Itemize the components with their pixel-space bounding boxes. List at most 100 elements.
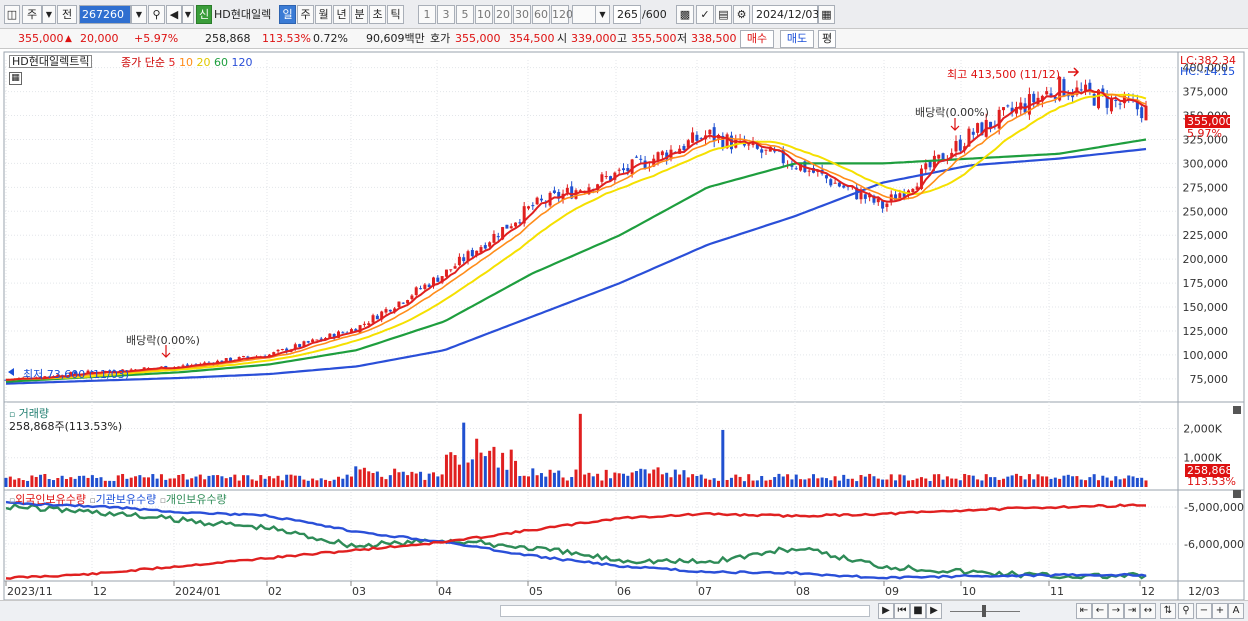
stock-code-input[interactable]: 267260 xyxy=(79,5,131,24)
back-icon[interactable]: ← xyxy=(1092,603,1108,619)
volume-bar xyxy=(52,480,55,487)
volume-bar xyxy=(108,480,112,487)
fit-icon[interactable]: ↔ xyxy=(1140,603,1156,619)
volume-bar xyxy=(237,480,241,487)
candle-body xyxy=(1049,93,1053,96)
speaker-icon[interactable]: ◀ xyxy=(166,5,182,24)
period-tab-6[interactable]: 틱 xyxy=(387,5,404,24)
stop-icon[interactable]: ■ xyxy=(910,603,926,619)
zoom-icon[interactable]: ⚲ xyxy=(1178,603,1194,619)
code-dropdown-icon[interactable]: ▼ xyxy=(131,5,147,24)
period-tab-1[interactable]: 주 xyxy=(297,5,314,24)
volume-bar xyxy=(164,479,168,487)
ma-legend: 종가 단순 5 10 20 60 120 xyxy=(121,54,252,70)
individual-legend: ▫개인보유수량 xyxy=(159,493,227,506)
chart-type-icon[interactable]: ▩ xyxy=(676,5,694,24)
reset-icon[interactable]: ⇅ xyxy=(1160,603,1176,619)
next-icon[interactable]: ⇥ xyxy=(1124,603,1140,619)
volume-bar xyxy=(1079,479,1083,487)
candle-body xyxy=(90,371,94,373)
candle-body xyxy=(950,152,954,158)
plus-icon[interactable]: + xyxy=(1212,603,1228,619)
table-icon[interactable]: ▦ xyxy=(9,72,22,85)
save-icon[interactable]: ▤ xyxy=(715,5,732,24)
prev-icon[interactable]: ⇤ xyxy=(1076,603,1092,619)
volume-bar xyxy=(60,475,64,487)
search-icon[interactable]: ⚲ xyxy=(148,5,165,24)
market-select[interactable]: 주 xyxy=(22,5,42,24)
draw-tool-icon[interactable]: ✓ xyxy=(696,5,714,24)
interval-tab-5[interactable]: 5 xyxy=(456,5,474,24)
sell-button[interactable]: 매도 xyxy=(780,30,814,48)
candle-body xyxy=(656,152,660,161)
price-legend-box: HD현대일렉트릭 xyxy=(9,55,93,68)
volume-bar xyxy=(103,480,107,487)
period-tab-0[interactable]: 일 xyxy=(279,5,296,24)
gear-icon[interactable]: ⚙ xyxy=(733,5,750,24)
interval-tab-60[interactable]: 60 xyxy=(532,5,550,24)
minus-icon[interactable]: − xyxy=(1196,603,1212,619)
interval-tab-30[interactable]: 30 xyxy=(513,5,531,24)
interval-dropdown-icon[interactable]: ▼ xyxy=(595,5,610,24)
period-tab-3[interactable]: 년 xyxy=(333,5,350,24)
period-tab-4[interactable]: 분 xyxy=(351,5,368,24)
volume-bar xyxy=(548,469,552,487)
candle-body xyxy=(928,161,932,168)
candle-body xyxy=(414,287,418,296)
volume-bar xyxy=(315,480,319,487)
last-volume-pct: 113.53% xyxy=(1187,475,1236,488)
ma120-legend: 120 xyxy=(231,56,253,69)
candle-body xyxy=(1114,100,1118,102)
volume-bar xyxy=(427,473,431,487)
first-page-icon[interactable]: ⏮ xyxy=(894,603,910,619)
chevron-down-icon[interactable]: ▼ xyxy=(42,5,56,24)
font-icon[interactable]: A xyxy=(1228,603,1244,619)
candle-body xyxy=(829,179,833,186)
bid-price-2: 354,500 xyxy=(509,32,555,45)
candle-body xyxy=(686,140,690,148)
count-input[interactable]: 265 xyxy=(613,5,641,24)
volume-bar xyxy=(207,475,211,487)
date-input[interactable]: 2024/12/03 xyxy=(752,5,819,24)
period-tab-5[interactable]: 초 xyxy=(369,5,386,24)
volume-bar xyxy=(837,480,841,487)
volume-bar xyxy=(73,478,77,487)
candle-body xyxy=(86,370,90,374)
scroll-track[interactable] xyxy=(500,605,870,617)
buy-button[interactable]: 매수 xyxy=(740,30,774,48)
volume-bar xyxy=(401,471,405,487)
speaker-dropdown-icon[interactable]: ▼ xyxy=(182,5,194,24)
candle-body xyxy=(816,171,820,173)
calendar-icon[interactable]: ▦ xyxy=(818,5,835,24)
ma20-line xyxy=(6,93,1147,381)
play-icon[interactable]: ▶ xyxy=(926,603,942,619)
volume-bar xyxy=(989,477,993,487)
eval-button[interactable]: 평 xyxy=(818,30,836,48)
scroll-right-icon[interactable]: ▶ xyxy=(878,603,894,619)
candle-body xyxy=(1045,91,1049,95)
volume-bar xyxy=(660,474,664,487)
candle-body xyxy=(479,247,483,253)
volume-bar xyxy=(518,476,522,487)
chart-canvas[interactable]: 400,000375,000350,000325,000300,000275,0… xyxy=(0,0,1248,600)
interval-tab-1[interactable]: 1 xyxy=(418,5,436,24)
interval-tab-10[interactable]: 10 xyxy=(475,5,493,24)
volume-bar xyxy=(349,476,353,487)
layout-icon[interactable]: ◫ xyxy=(4,5,20,24)
interval-tab-3[interactable]: 3 xyxy=(437,5,455,24)
scrollbar[interactable]: ▶ ⏮ ■ ▶ ⇤ ← → ⇥ ↔ ⇅ ⚲ − + A xyxy=(0,600,1248,621)
volume-bar xyxy=(319,478,323,487)
candle-body xyxy=(522,206,526,224)
period-tab-2[interactable]: 월 xyxy=(315,5,332,24)
candle-body xyxy=(280,349,284,351)
candle-body xyxy=(1088,82,1092,92)
interval-tab-20[interactable]: 20 xyxy=(494,5,512,24)
candle-body xyxy=(73,371,77,375)
interval-tab-120[interactable]: 120 xyxy=(551,5,573,24)
volume-bar xyxy=(302,479,306,487)
volume-bar xyxy=(1045,476,1049,487)
zoom-handle[interactable] xyxy=(982,605,986,617)
forward-icon[interactable]: → xyxy=(1108,603,1124,619)
prev-button[interactable]: 전 xyxy=(57,5,77,24)
volume-bar xyxy=(652,469,656,487)
